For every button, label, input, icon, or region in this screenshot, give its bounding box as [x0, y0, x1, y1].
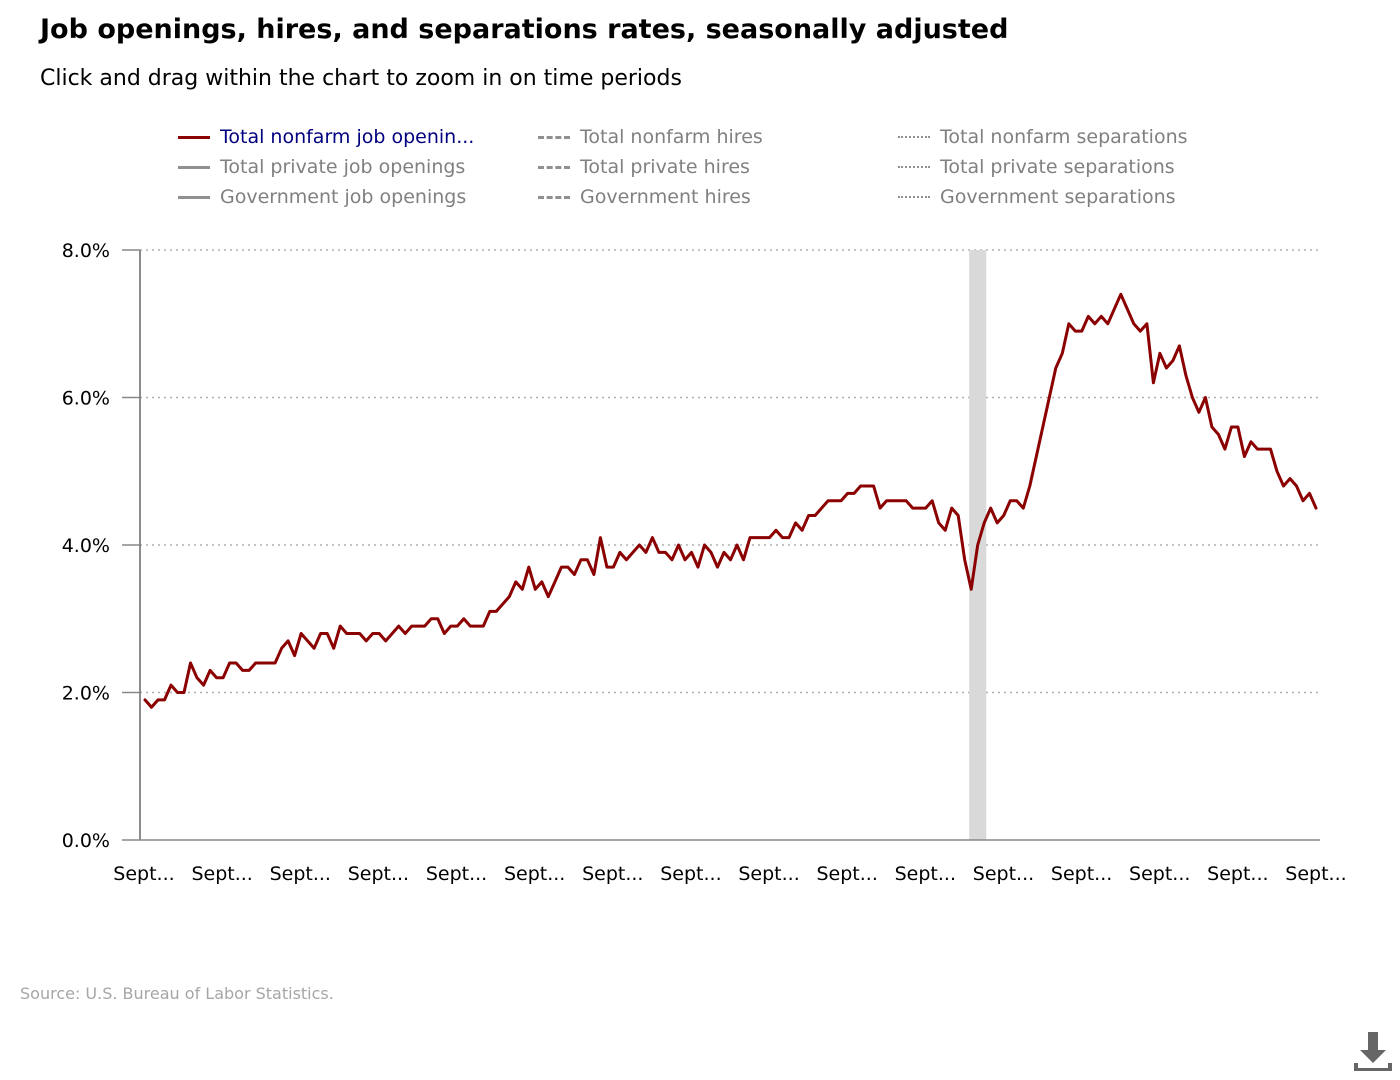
- legend-label: Total private job openings: [220, 156, 466, 178]
- x-tick-label: Sept...: [660, 863, 721, 885]
- legend-label: Total nonfarm separations: [940, 126, 1188, 148]
- legend-item[interactable]: Total private hires: [538, 152, 750, 182]
- legend-swatch: [538, 165, 570, 169]
- legend-swatch: [898, 136, 930, 138]
- chart-subtitle: Click and drag within the chart to zoom …: [40, 66, 682, 91]
- y-tick-label: 4.0%: [62, 535, 110, 557]
- chart-legend: Total nonfarm job openin... Total private…: [178, 122, 1238, 214]
- legend-label: Government job openings: [220, 186, 467, 208]
- x-tick-label: Sept...: [1129, 863, 1190, 885]
- legend-item[interactable]: Government separations: [898, 182, 1176, 212]
- x-tick-label: Sept...: [191, 863, 252, 885]
- x-tick-label: Sept...: [348, 863, 409, 885]
- x-tick-label: Sept...: [504, 863, 565, 885]
- x-tick-label: Sept...: [738, 863, 799, 885]
- x-tick-label: Sept...: [113, 863, 174, 885]
- legend-item[interactable]: Government hires: [538, 182, 751, 212]
- x-tick-label: Sept...: [973, 863, 1034, 885]
- legend-item[interactable]: Total nonfarm separations: [898, 122, 1188, 152]
- y-tick-label: 6.0%: [62, 388, 110, 410]
- x-tick-label: Sept...: [426, 863, 487, 885]
- x-tick-label: Sept...: [1285, 863, 1346, 885]
- legend-item[interactable]: Total private separations: [898, 152, 1175, 182]
- source-note: Source: U.S. Bureau of Labor Statistics.: [20, 984, 334, 1003]
- y-tick-label: 2.0%: [62, 683, 110, 705]
- legend-swatch: [178, 195, 210, 199]
- legend-label: Government hires: [580, 186, 751, 208]
- download-icon[interactable]: [1352, 1030, 1394, 1072]
- legend-swatch: [178, 135, 210, 139]
- x-tick-label: Sept...: [895, 863, 956, 885]
- legend-swatch: [898, 166, 930, 168]
- series-line-total-nonfarm-job-openings[interactable]: [143, 292, 1318, 709]
- legend-swatch: [178, 165, 210, 169]
- legend-item[interactable]: Government job openings: [178, 182, 466, 212]
- x-tick-label: Sept...: [1051, 863, 1112, 885]
- legend-swatch: [538, 195, 570, 199]
- legend-swatch: [538, 135, 570, 139]
- legend-label: Total private hires: [580, 156, 750, 178]
- legend-item[interactable]: Total private job openings: [178, 152, 465, 182]
- legend-label: Total nonfarm hires: [580, 126, 763, 148]
- y-tick-label: 0.0%: [62, 830, 110, 852]
- legend-item[interactable]: Total nonfarm hires: [538, 122, 763, 152]
- x-tick-label: Sept...: [817, 863, 878, 885]
- x-tick-label: Sept...: [582, 863, 643, 885]
- x-tick-label: Sept...: [1207, 863, 1268, 885]
- legend-item[interactable]: Total nonfarm job openin...: [178, 122, 474, 152]
- x-tick-label: Sept...: [270, 863, 331, 885]
- legend-label: Government separations: [940, 186, 1176, 208]
- y-tick-label: 8.0%: [62, 240, 110, 262]
- legend-label: Total nonfarm job openin...: [220, 126, 475, 148]
- line-chart[interactable]: 0.0% 2.0% 4.0% 6.0% 8.0% Sept... Sept... Sept..…: [0, 0, 1400, 960]
- legend-label: Total private separations: [940, 156, 1175, 178]
- legend-swatch: [898, 196, 930, 198]
- chart-title: Job openings, hires, and separations rat…: [40, 14, 1009, 45]
